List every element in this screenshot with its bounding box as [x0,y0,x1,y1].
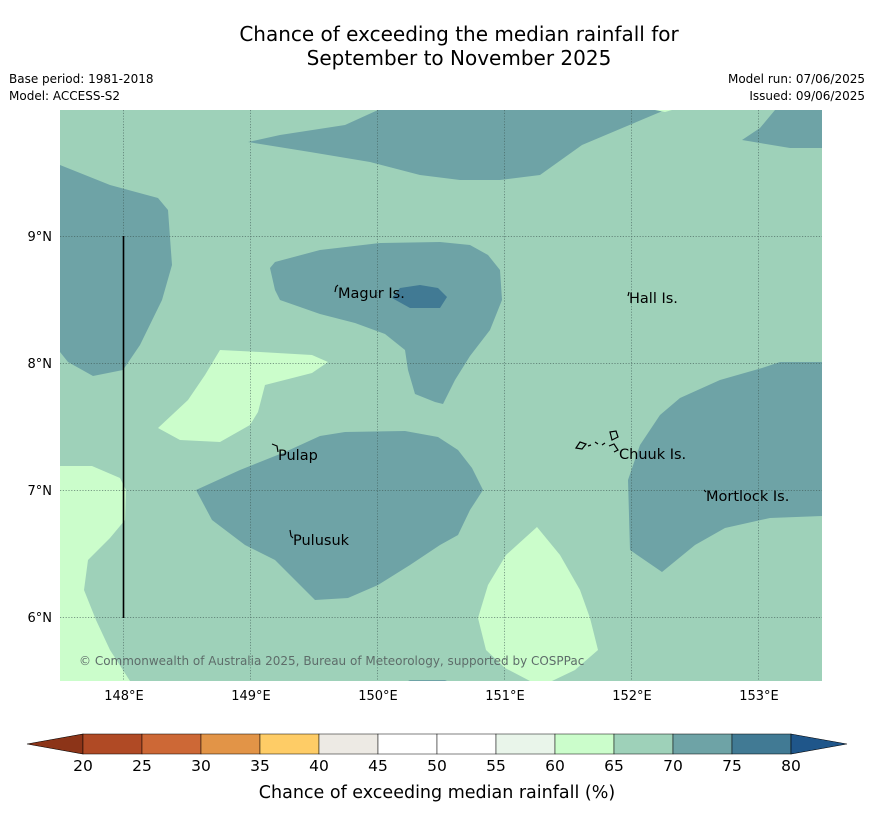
label-magur: Magur Is. [338,286,405,302]
colorbar-tick: 45 [368,757,388,775]
colorbar: 20 25 30 35 40 45 50 55 60 65 70 75 80 Chance of exc… [26,733,848,803]
lat-tick: 8°N [28,357,53,372]
band-70-75-north [248,110,822,572]
title-line-1: Chance of exceeding the median rainfall … [239,22,679,46]
colorbar-box [731,733,792,755]
band-70-75-southedge [408,680,447,681]
island-magur [334,284,339,293]
colorbar-tick: 70 [663,757,683,775]
label-pulusuk: Pulusuk [293,533,350,549]
colorbar-tick: 65 [604,757,624,775]
band-70-75-pulap [196,431,483,600]
island-hall [627,291,630,297]
colorbar-box [672,733,733,755]
colorbar-boxes [82,733,792,755]
band-60-65-south [478,527,598,681]
island-glyphs [271,284,707,539]
colorbar-tick: 20 [73,757,93,775]
colorbar-box [554,733,615,755]
copyright-notice: © Commonwealth of Australia 2025, Bureau… [79,654,584,668]
lon-tick: 153°E [739,689,779,704]
lon-tick-labels: 148°E 149°E 150°E 151°E 152°E 153°E [104,689,779,704]
model-name: Model: ACCESS-S2 [9,89,121,103]
colorbar-tick: 60 [545,757,565,775]
model-run: Model run: 07/06/2025 [727,72,865,86]
island-chuuk [574,430,619,453]
colorbar-title: Chance of exceeding median rainfall (%) [259,783,615,803]
lat-tick: 7°N [28,484,53,499]
lat-tick: 9°N [28,230,53,245]
lon-tick: 151°E [485,689,525,704]
label-mortlock: Mortlock Is. [706,489,789,505]
colorbar-tick: 75 [722,757,742,775]
colorbar-box [377,733,438,755]
band-70-75-northwest [60,165,172,376]
lon-tick: 152°E [612,689,652,704]
band-75-80-magur [392,285,447,308]
band-60-65-top-sliver [655,110,672,112]
title-line-2: September to November 2025 [306,46,612,70]
colorbar-tick: 80 [781,757,801,775]
issued-date: Issued: 09/06/2025 [749,89,865,103]
colorbar-tick: 55 [486,757,506,775]
lon-tick: 148°E [104,689,144,704]
label-hall: Hall Is. [629,291,678,307]
colorbar-box [613,733,674,755]
colorbar-box [436,733,497,755]
colorbar-box [495,733,556,755]
label-chuuk: Chuuk Is. [619,447,686,463]
colorbar-tick: 25 [132,757,152,775]
meta-right: Model run: 07/06/2025 Issued: 09/06/2025 [728,71,865,105]
map-title: Chance of exceeding the median rainfall … [0,22,873,70]
colorbar-box [259,733,320,755]
colorbar-tick: 30 [191,757,211,775]
lon-tick: 149°E [231,689,271,704]
lon-tick: 150°E [358,689,398,704]
label-pulap: Pulap [278,448,318,464]
lat-tick: 6°N [28,611,53,626]
colorbar-box [200,733,261,755]
island-mortlock [703,489,707,493]
colorbar-box [82,733,143,755]
map-area: Magur Is. Hall Is. Pulap Chuuk Is. Mortl… [60,110,822,681]
colorbar-tick: 40 [309,757,329,775]
band-60-65-west [158,350,328,442]
colorbar-tick: 50 [427,757,447,775]
colorbar-over-triangle [790,733,848,755]
colorbar-tick-labels: 20 25 30 35 40 45 50 55 60 65 70 75 80 [73,757,801,775]
colorbar-box [318,733,379,755]
band-60-65-southwest [60,466,130,681]
island-pulap [271,443,279,453]
colorbar-box [141,733,202,755]
meta-left: Base period: 1981-2018 Model: ACCESS-S2 [9,71,154,105]
base-period: Base period: 1981-2018 [9,72,154,86]
island-pulusuk [289,529,294,539]
lat-tick-labels: 9°N 8°N 7°N 6°N [28,230,53,626]
colorbar-tick: 35 [250,757,270,775]
colorbar-under-triangle [26,733,84,755]
gridlines [60,110,822,681]
